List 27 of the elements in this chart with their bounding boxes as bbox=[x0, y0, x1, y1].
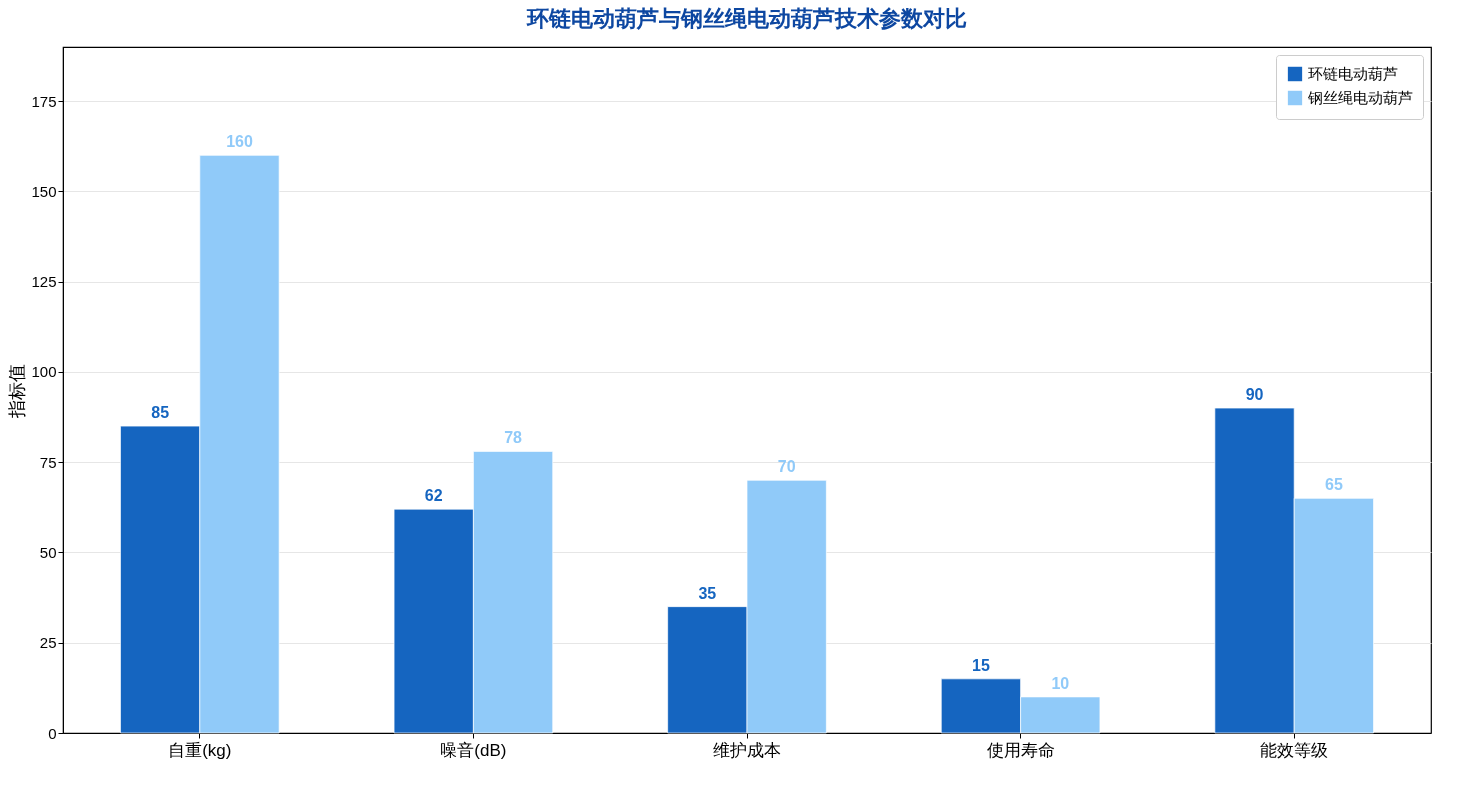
x-tick-label: 使用寿命 bbox=[986, 740, 1055, 760]
data-label: 70 bbox=[777, 458, 796, 476]
data-label: 65 bbox=[1324, 476, 1343, 494]
x-tick-label: 噪音(dB) bbox=[440, 740, 507, 760]
legend-label: 钢丝绳电动葫芦 bbox=[1307, 89, 1413, 106]
data-label: 160 bbox=[226, 133, 253, 151]
data-label: 90 bbox=[1245, 386, 1264, 404]
y-tick-label: 125 bbox=[31, 273, 57, 291]
data-label: 10 bbox=[1051, 674, 1070, 692]
chart-title: 环链电动葫芦与钢丝绳电动葫芦技术参数对比 bbox=[526, 6, 967, 31]
data-label: 15 bbox=[972, 656, 990, 674]
x-tick-label: 能效等级 bbox=[1260, 740, 1329, 760]
y-tick-label: 0 bbox=[48, 724, 57, 742]
y-axis-title: 指标值 bbox=[7, 363, 28, 419]
data-label: 85 bbox=[151, 404, 170, 422]
y-tick-label: 50 bbox=[39, 543, 57, 561]
y-tick-label: 175 bbox=[31, 92, 57, 110]
y-tick-label: 25 bbox=[39, 634, 57, 652]
data-label: 35 bbox=[698, 584, 717, 602]
x-tick-label: 维护成本 bbox=[713, 740, 781, 760]
y-tick-label: 75 bbox=[39, 453, 57, 471]
y-tick-label: 100 bbox=[31, 363, 57, 381]
data-label: 62 bbox=[424, 487, 443, 505]
y-tick-label: 150 bbox=[31, 182, 57, 200]
legend-label: 环链电动葫芦 bbox=[1308, 65, 1398, 82]
data-label: 78 bbox=[504, 429, 523, 447]
x-tick-label: 自重(kg) bbox=[168, 740, 232, 760]
